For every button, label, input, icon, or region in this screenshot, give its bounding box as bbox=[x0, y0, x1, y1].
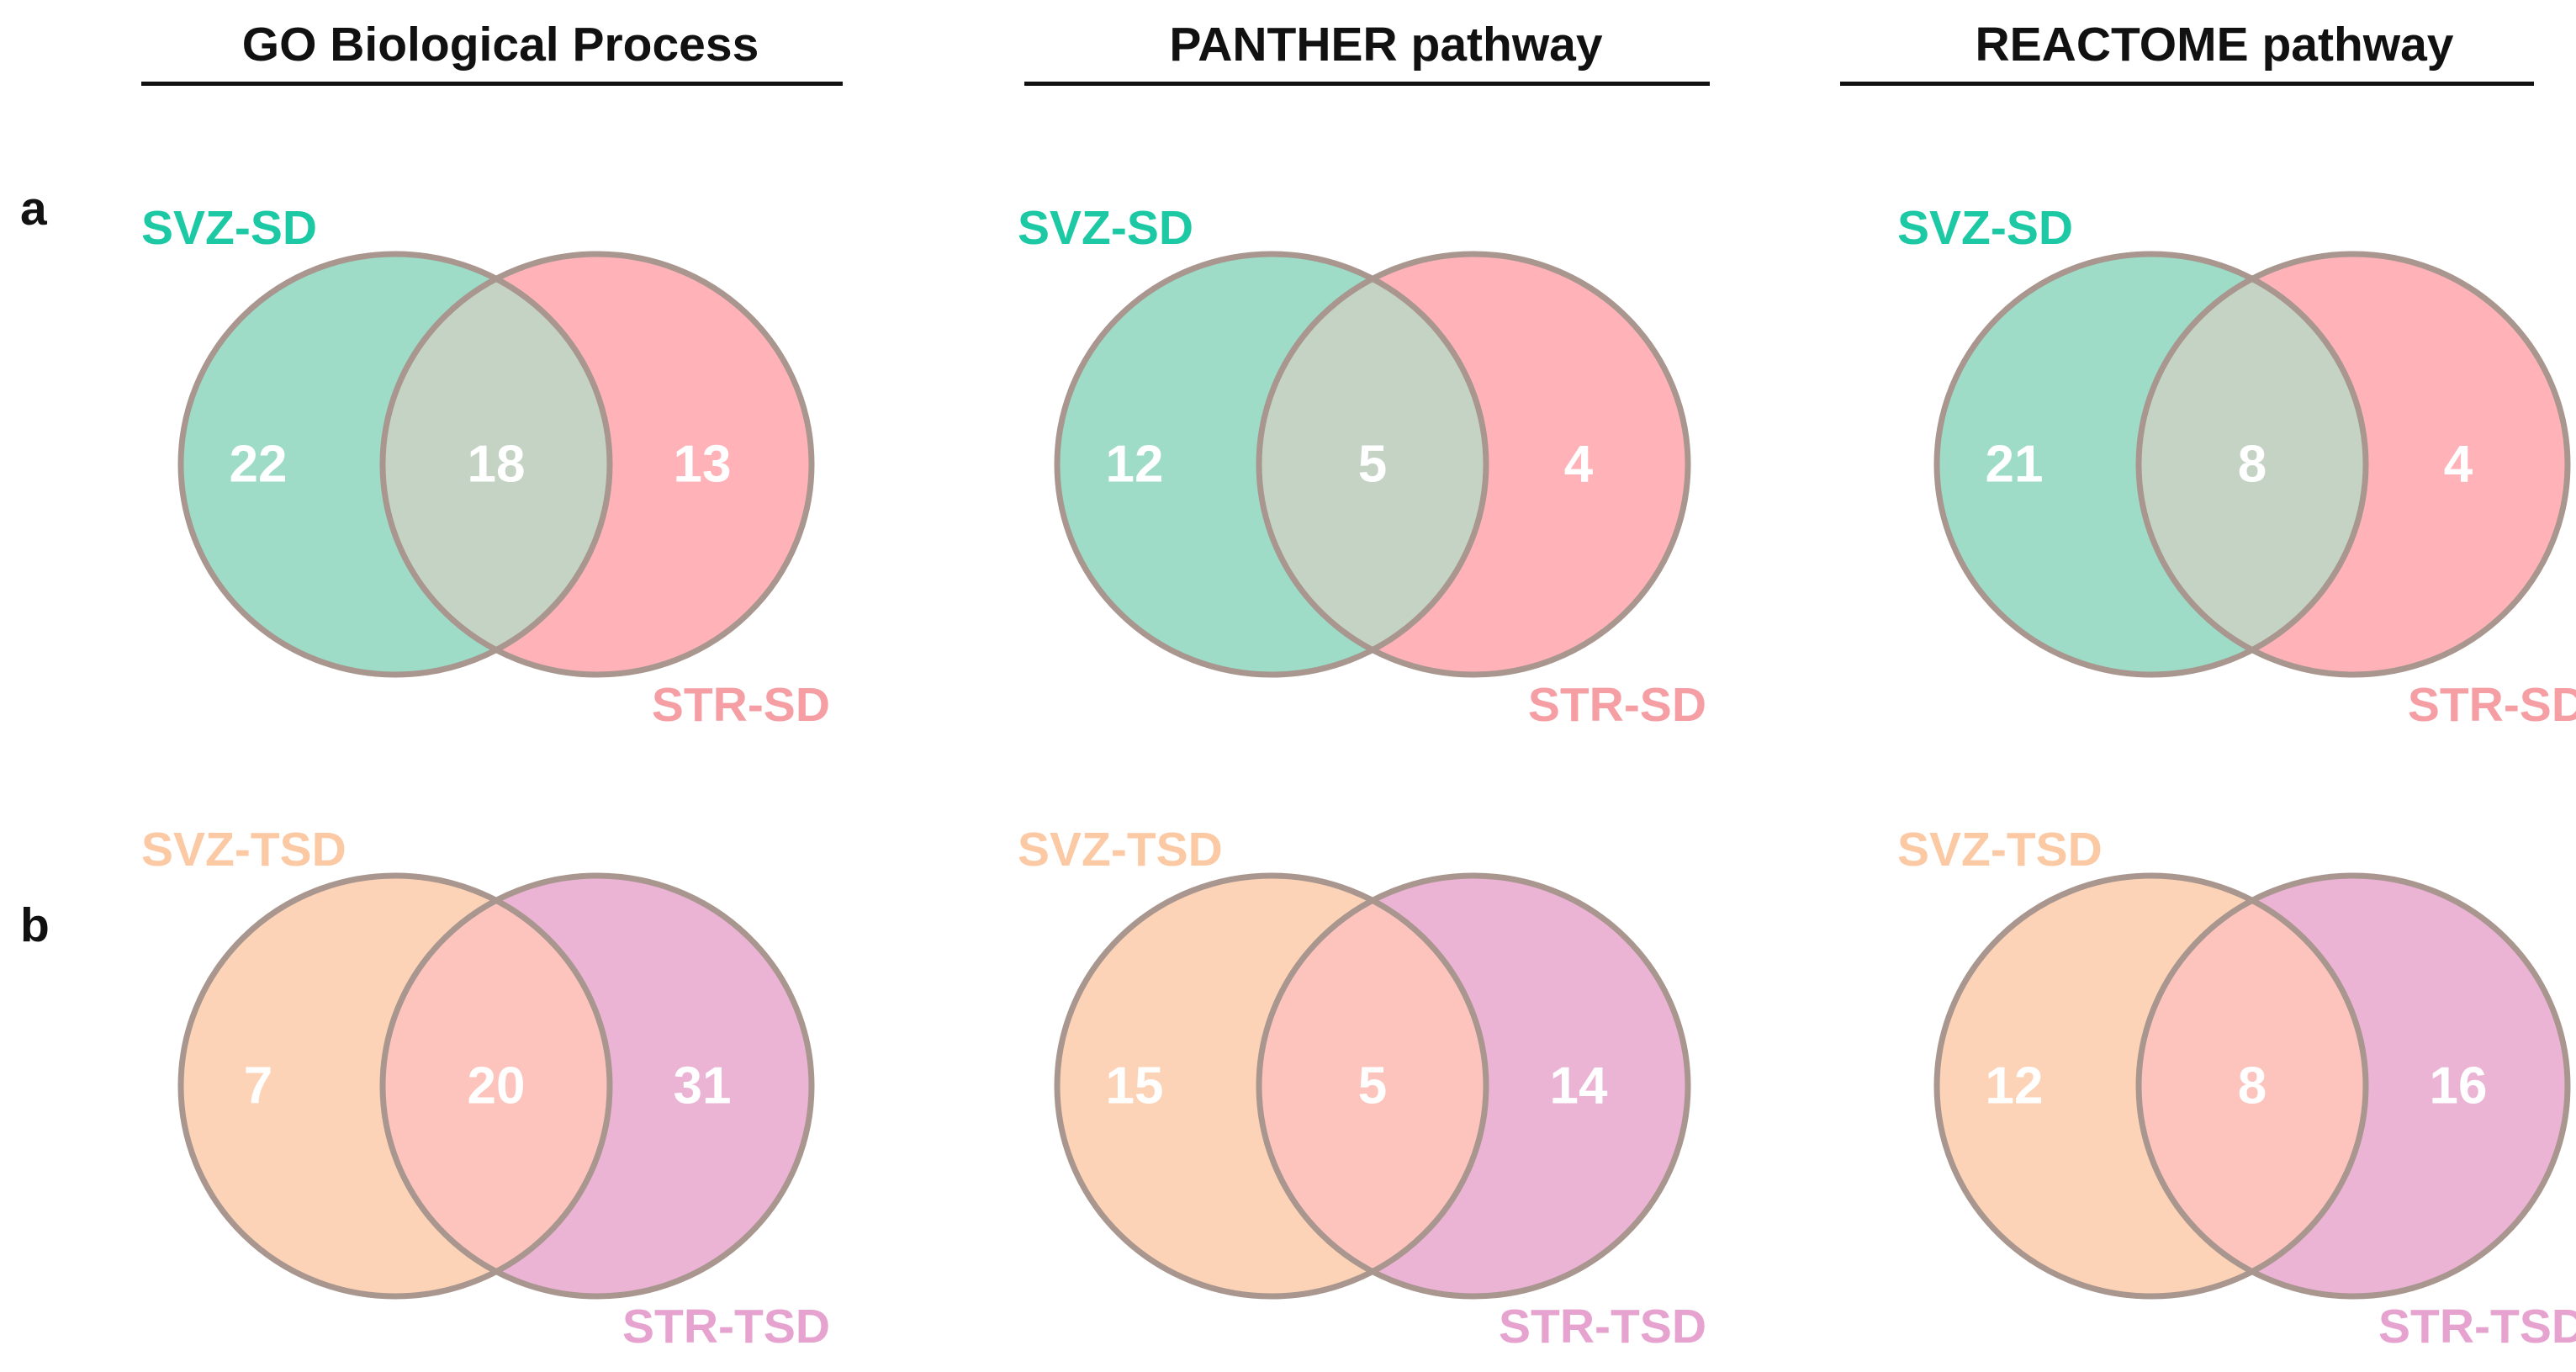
count-only-str-sd: 4 bbox=[1564, 435, 1594, 493]
count-only-str-tsd: 14 bbox=[1550, 1057, 1608, 1115]
venn-overlap bbox=[1259, 254, 1486, 675]
set-label-svz-sd: SVZ-SD bbox=[141, 201, 317, 255]
set-label-str-tsd: STR-TSD bbox=[622, 1300, 830, 1353]
venn-outline-right bbox=[379, 251, 815, 678]
set-label-str-sd: STR-SD bbox=[652, 678, 830, 732]
count-only-str-tsd: 31 bbox=[674, 1057, 732, 1115]
column-title-go: GO Biological Process bbox=[241, 18, 759, 72]
set-label-str-sd: STR-SD bbox=[1528, 678, 1706, 732]
venn-reactome-tsd: 12 8 16 SVZ-TSD STR-TSD bbox=[1897, 823, 2576, 1353]
venn-panther-sd: 12 5 4 SVZ-SD STR-SD bbox=[1018, 201, 1706, 732]
venn-outline-left bbox=[177, 251, 613, 678]
count-overlap: 8 bbox=[2238, 1057, 2267, 1115]
venn-outline-right bbox=[1256, 251, 1691, 678]
venn-outline-right bbox=[2135, 251, 2571, 678]
count-only-svz-tsd: 7 bbox=[244, 1057, 272, 1115]
column-title-panther: PANTHER pathway bbox=[1169, 18, 1603, 72]
title-rule-panther bbox=[1024, 82, 1710, 86]
count-overlap: 18 bbox=[468, 435, 526, 493]
set-label-str-sd: STR-SD bbox=[2408, 678, 2576, 732]
column-title-reactome: REACTOME pathway bbox=[1975, 18, 2454, 72]
venn-outline-left bbox=[177, 872, 613, 1300]
title-rule-go bbox=[141, 82, 843, 86]
venn-outline-right bbox=[1256, 872, 1691, 1300]
count-overlap: 5 bbox=[1358, 1057, 1387, 1115]
count-only-svz-sd: 22 bbox=[230, 435, 288, 493]
set-label-str-tsd: STR-TSD bbox=[2378, 1300, 2576, 1353]
row-label-b: b bbox=[20, 898, 50, 952]
venn-outline-left bbox=[1054, 251, 1489, 678]
set-label-str-tsd: STR-TSD bbox=[1499, 1300, 1706, 1353]
count-only-svz-tsd: 15 bbox=[1106, 1057, 1164, 1115]
row-label-a: a bbox=[20, 182, 47, 236]
count-overlap: 8 bbox=[2238, 435, 2267, 493]
venn-outline-left bbox=[1933, 872, 2369, 1300]
count-only-svz-tsd: 12 bbox=[1986, 1057, 2044, 1115]
venn-outline-right bbox=[2135, 872, 2571, 1300]
set-label-svz-tsd: SVZ-TSD bbox=[1897, 823, 2103, 877]
venn-outline-left bbox=[1933, 251, 2369, 678]
count-only-str-sd: 13 bbox=[674, 435, 732, 493]
count-only-svz-sd: 12 bbox=[1106, 435, 1164, 493]
count-overlap: 20 bbox=[468, 1057, 526, 1115]
venn-reactome-sd: 21 8 4 SVZ-SD STR-SD bbox=[1897, 201, 2576, 732]
venn-outline-left bbox=[1054, 872, 1489, 1300]
venn-overlap bbox=[2139, 876, 2366, 1296]
count-overlap: 5 bbox=[1358, 435, 1387, 493]
set-label-svz-tsd: SVZ-TSD bbox=[141, 823, 346, 877]
set-label-svz-tsd: SVZ-TSD bbox=[1018, 823, 1223, 877]
venn-overlap bbox=[383, 876, 610, 1296]
count-only-str-tsd: 16 bbox=[2430, 1057, 2488, 1115]
venn-panther-tsd: 15 5 14 SVZ-TSD STR-TSD bbox=[1018, 823, 1706, 1353]
count-only-str-sd: 4 bbox=[2444, 435, 2473, 493]
venn-overlap bbox=[383, 254, 610, 675]
venn-overlap bbox=[1259, 876, 1486, 1296]
count-only-svz-sd: 21 bbox=[1986, 435, 2044, 493]
set-label-svz-sd: SVZ-SD bbox=[1018, 201, 1193, 255]
title-rule-reactome bbox=[1840, 82, 2534, 86]
venn-go-sd: 22 18 13 SVZ-SD STR-SD bbox=[141, 201, 830, 732]
venn-overlap bbox=[2139, 254, 2366, 675]
venn-outline-right bbox=[379, 872, 815, 1300]
venn-go-tsd: 7 20 31 SVZ-TSD STR-TSD bbox=[141, 823, 830, 1353]
set-label-svz-sd: SVZ-SD bbox=[1897, 201, 2073, 255]
